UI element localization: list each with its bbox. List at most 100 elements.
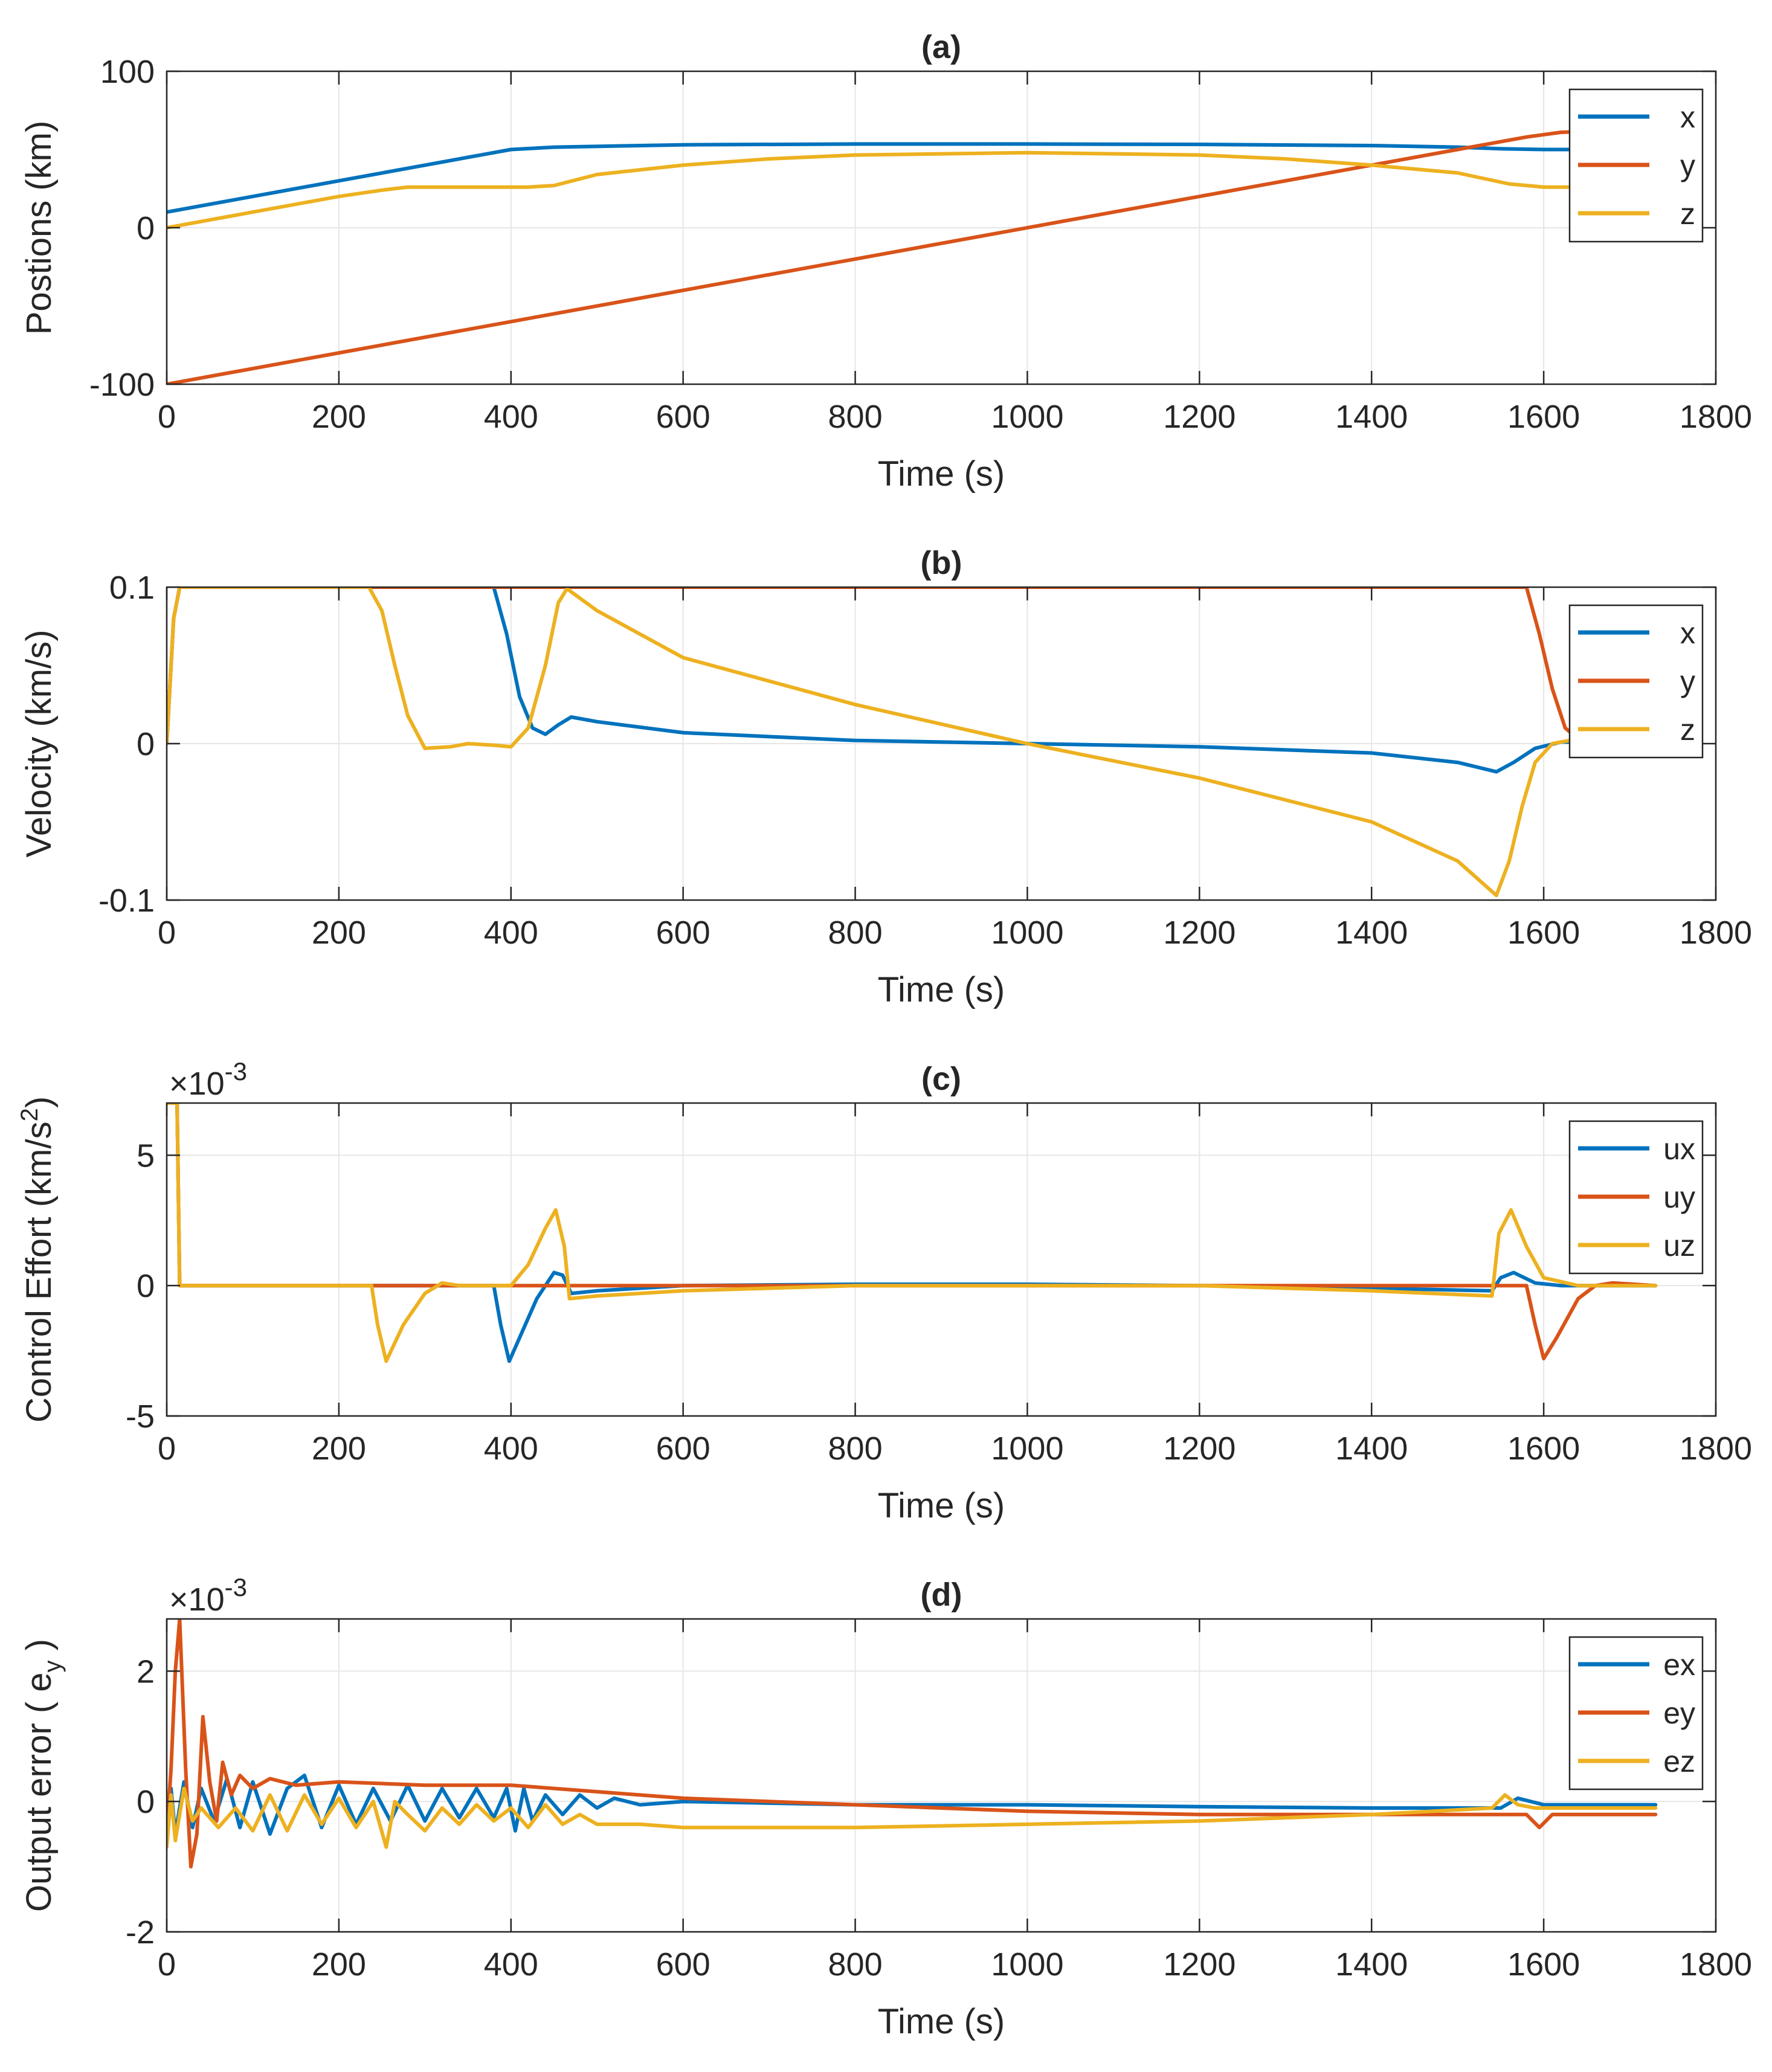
x-tick-label: 1800: [1680, 399, 1752, 435]
x-tick-label: 400: [484, 1946, 538, 1983]
y-axis-label-sup: 2: [16, 1108, 43, 1121]
x-axis-label: Time (s): [878, 454, 1005, 494]
x-tick-label: 600: [656, 1946, 710, 1983]
ticks: [166, 70, 1717, 385]
x-tick-label: 1200: [1163, 399, 1236, 435]
series-line-ez: [167, 1786, 1658, 1849]
panel-3: 0 200 400 600 800 1000 1200 1400 1600 1800-202(d)…: [19, 1573, 1752, 2041]
y-axis-label-main: Output error ( e: [19, 1672, 59, 1911]
ticks: [166, 586, 1717, 901]
x-tick-label: 1600: [1507, 1946, 1580, 1983]
y-tick-label: 0: [137, 1268, 155, 1304]
x-tick-label: 0: [158, 1430, 176, 1467]
x-tick-label: 1000: [991, 1430, 1063, 1467]
y-axis-label-sub: y: [39, 1660, 66, 1672]
x-tick-label: 1200: [1163, 915, 1236, 951]
legend-label: z: [1680, 197, 1695, 231]
panel-0: 0 200 400 600 800 1000 1200 1400 1600 1800-100010…: [19, 29, 1752, 494]
series-line-y: [167, 129, 1615, 384]
y-tick-label: 0.1: [109, 570, 155, 606]
series-group: [167, 1619, 1658, 1869]
y-axis-label-main: Control Effort (km/s: [19, 1122, 59, 1423]
x-tick-label: 600: [656, 1430, 710, 1467]
y-axis-label-main: Velocity (km/s): [19, 629, 59, 857]
x-axis-label: Time (s): [878, 2002, 1005, 2041]
x-tick-label: 800: [828, 399, 883, 435]
series-group: [167, 129, 1615, 384]
series-line-x: [167, 587, 1615, 774]
y-axis-label-end: ): [19, 1639, 59, 1660]
plot-area: [167, 1103, 1716, 1416]
panel-2: 0 200 400 600 800 1000 1200 1400 1600 1800-505(c)…: [16, 1057, 1752, 1525]
series-group: [167, 1103, 1658, 1363]
legend-label: z: [1680, 713, 1695, 747]
y-axis-label: Velocity (km/s): [19, 629, 59, 857]
axis-exponent-power: -3: [225, 1057, 247, 1086]
axis-exponent: ×10-3: [169, 1057, 247, 1102]
ticks: [166, 1619, 1717, 1933]
legend: xyz: [1568, 604, 1704, 759]
y-axis-label: Control Effort (km/s2): [16, 1096, 59, 1423]
axes-box: [166, 1102, 1717, 1417]
x-tick-label: 200: [312, 399, 366, 435]
x-tick-label: 400: [484, 915, 538, 951]
x-tick-label: 1600: [1507, 399, 1580, 435]
series-line-ey: [167, 1619, 1658, 1869]
chart-title: (d): [921, 1577, 962, 1613]
legend-label: x: [1680, 616, 1695, 650]
x-tick-label: 1400: [1335, 915, 1408, 951]
legend-label: y: [1680, 664, 1695, 698]
series-line-z: [167, 150, 1615, 230]
y-tick-label: 2: [137, 1653, 155, 1690]
y-tick-label: 5: [137, 1137, 155, 1174]
axes-box: [166, 1618, 1717, 1933]
x-tick-label: 1600: [1507, 915, 1580, 951]
x-tick-label: 1200: [1163, 1946, 1236, 1983]
axis-exponent-power: -3: [225, 1573, 247, 1601]
chart-title: (b): [921, 545, 962, 581]
y-axis-label: Postions (km): [19, 121, 59, 335]
legend-label: ez: [1663, 1745, 1695, 1778]
x-tick-label: 400: [484, 1430, 538, 1467]
series-line-uz: [167, 1103, 1658, 1363]
axis-exponent-base: ×10: [169, 1581, 225, 1618]
legend-label: y: [1680, 149, 1695, 182]
x-tick-label: 200: [312, 1946, 366, 1983]
y-tick-label: 100: [100, 54, 155, 90]
axis-exponent: ×10-3: [169, 1573, 247, 1618]
x-tick-label: 1800: [1680, 1430, 1752, 1467]
x-tick-label: 0: [158, 1946, 176, 1983]
panel-1: 0 200 400 600 800 1000 1200 1400 1600 1800-0.100.…: [19, 545, 1752, 1009]
x-axis-label: Time (s): [878, 970, 1005, 1009]
legend-label: uy: [1663, 1180, 1695, 1214]
x-tick-label: 0: [158, 399, 176, 435]
series-line-z: [167, 587, 1615, 898]
y-tick-label: 0: [137, 726, 155, 762]
x-tick-label: 1000: [991, 399, 1063, 435]
x-tick-label: 1400: [1335, 1946, 1408, 1983]
x-tick-label: 0: [158, 915, 176, 951]
legend: ux uy uz: [1568, 1120, 1704, 1275]
y-axis-label-main: Postions (km): [19, 121, 59, 335]
chart-title: (c): [921, 1061, 961, 1097]
legend-label: uz: [1663, 1229, 1695, 1263]
x-tick-label: 1800: [1680, 915, 1752, 951]
chart-title: (a): [921, 29, 961, 65]
x-tick-label: 600: [656, 915, 710, 951]
x-axis-label: Time (s): [878, 1486, 1005, 1525]
legend: ex ey ez: [1568, 1636, 1704, 1790]
legend-label: ey: [1663, 1696, 1695, 1730]
x-tick-label: 200: [312, 1430, 366, 1467]
x-tick-label: 1200: [1163, 1430, 1236, 1467]
legend-label: ux: [1663, 1132, 1695, 1166]
ticks: [166, 1103, 1717, 1417]
x-tick-label: 1400: [1335, 1430, 1408, 1467]
x-tick-label: 1000: [991, 915, 1063, 951]
y-axis-label-end: ): [19, 1096, 59, 1108]
x-tick-label: 400: [484, 399, 538, 435]
x-tick-label: 600: [656, 399, 710, 435]
y-tick-label: -100: [89, 367, 155, 403]
y-tick-label: -2: [126, 1914, 155, 1951]
y-tick-label: 0: [137, 1784, 155, 1820]
